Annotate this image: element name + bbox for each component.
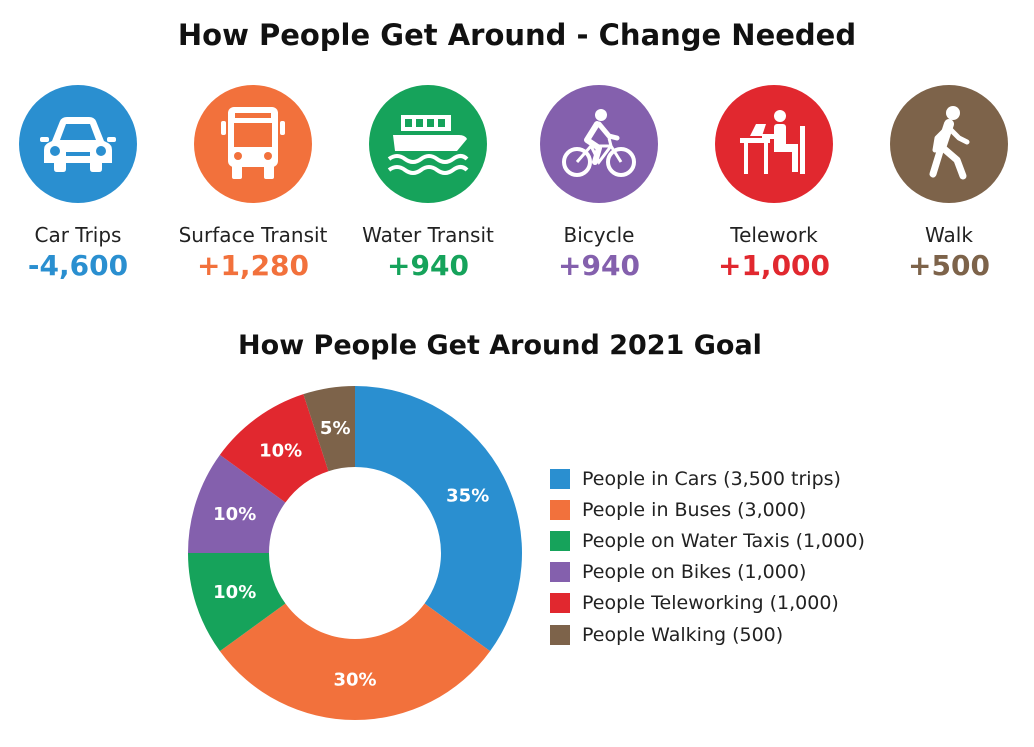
legend-swatch bbox=[550, 499, 570, 520]
mode-value: +940 bbox=[387, 249, 469, 282]
legend-item: People in Cars (3,500 trips) bbox=[550, 463, 865, 494]
mode-value: +940 bbox=[558, 249, 640, 282]
mode-label: Bicycle bbox=[563, 223, 635, 247]
donut-chart-title: How People Get Around 2021 Goal bbox=[238, 330, 762, 361]
donut-slice bbox=[188, 454, 286, 553]
mode-label: Walk bbox=[925, 223, 973, 247]
mode-value: +1,000 bbox=[717, 249, 831, 282]
legend-label: People on Water Taxis (1,000) bbox=[582, 529, 865, 552]
chart-title: How People Get Around - Change Needed bbox=[177, 18, 857, 52]
donut-slice bbox=[219, 603, 491, 720]
donut-slice bbox=[188, 553, 286, 652]
mode-car-trips: Car Trips -4,600 bbox=[0, 85, 163, 282]
legend-swatch bbox=[550, 562, 570, 583]
legend-swatch bbox=[550, 530, 570, 551]
legend-label: People on Bikes (1,000) bbox=[582, 561, 807, 584]
legend-swatch bbox=[550, 624, 570, 645]
legend-item: People in Buses (3,000) bbox=[550, 494, 865, 525]
mode-value: -4,600 bbox=[27, 249, 129, 282]
legend-label: People in Buses (3,000) bbox=[582, 498, 807, 521]
legend-label: People Walking (500) bbox=[582, 623, 784, 646]
donut-slice bbox=[303, 386, 355, 472]
mode-label: Water Transit bbox=[362, 223, 494, 247]
legend-item: People on Bikes (1,000) bbox=[550, 557, 865, 588]
slice-label: 10% bbox=[213, 504, 256, 525]
legend-label: People Teleworking (1,000) bbox=[582, 592, 839, 615]
slice-label: 35% bbox=[446, 486, 489, 507]
car-icon bbox=[19, 85, 137, 203]
walk-icon bbox=[890, 85, 1008, 203]
mode-value: +1,280 bbox=[196, 249, 310, 282]
mode-value: +500 bbox=[908, 249, 990, 282]
bus-icon bbox=[194, 85, 312, 203]
ferry-icon bbox=[369, 85, 487, 203]
slice-label: 10% bbox=[213, 582, 256, 603]
mode-surface-transit: Surface Transit +1,280 bbox=[168, 85, 338, 282]
mode-bicycle: Bicycle +940 bbox=[514, 85, 684, 282]
donut-slice bbox=[355, 386, 522, 652]
legend-item: People on Water Taxis (1,000) bbox=[550, 525, 865, 556]
mode-walk: Walk +500 bbox=[864, 85, 1034, 282]
slice-label: 30% bbox=[333, 670, 376, 691]
mode-label: Car Trips bbox=[34, 223, 122, 247]
mode-telework: Telework +1,000 bbox=[689, 85, 859, 282]
slice-label: 10% bbox=[259, 441, 302, 462]
legend-item: People Teleworking (1,000) bbox=[550, 588, 865, 619]
legend-swatch bbox=[550, 593, 570, 614]
mode-label: Surface Transit bbox=[178, 223, 328, 247]
mode-water-transit: Water Transit +940 bbox=[343, 85, 513, 282]
legend-item: People Walking (500) bbox=[550, 619, 865, 650]
mode-label: Telework bbox=[730, 223, 818, 247]
slice-label: 5% bbox=[320, 418, 351, 439]
chart-legend: People in Cars (3,500 trips) People in B… bbox=[550, 463, 865, 650]
bicycle-icon bbox=[540, 85, 658, 203]
donut-chart: 35% 30% 10% 10% 10% 5% bbox=[188, 386, 522, 720]
legend-swatch bbox=[550, 468, 570, 489]
legend-label: People in Cars (3,500 trips) bbox=[582, 467, 841, 490]
donut-slice bbox=[219, 394, 329, 503]
telework-icon bbox=[715, 85, 833, 203]
